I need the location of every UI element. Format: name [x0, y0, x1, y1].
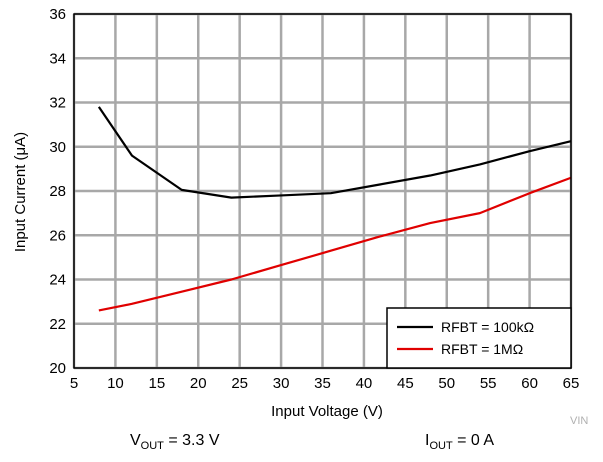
y-tick-label: 24: [49, 272, 66, 289]
x-tick-label: 35: [314, 375, 331, 392]
vout-value: = 3.3 V: [163, 432, 220, 449]
x-tick-label: 15: [148, 375, 165, 392]
y-tick-label: 28: [49, 183, 66, 200]
x-tick-label: 60: [521, 375, 538, 392]
input-current-chart: 5 10 15 20 25 30 35 40 45 50 55 60 65 20 22 24 26 28 30 32 3…: [12, 6, 595, 425]
watermark: VIN_: [570, 415, 595, 425]
vout-symbol: V: [130, 432, 141, 449]
iout-symbol: I: [425, 432, 430, 449]
y-axis-title: Input Current (μA): [12, 132, 29, 252]
legend-label-2: RFBT = 1MΩ: [441, 341, 523, 357]
x-tick-label: 5: [70, 375, 78, 392]
y-tick-label: 26: [49, 227, 66, 244]
y-tick-label: 36: [49, 6, 66, 23]
iout-condition: IOUT = 0 A: [425, 432, 494, 452]
vout-subscript: OUT: [140, 440, 164, 453]
vout-condition: VOUT = 3.3 V: [130, 432, 220, 452]
legend-box: [386, 307, 572, 369]
plot-frame: [73, 13, 572, 369]
y-tick-label: 30: [49, 139, 66, 156]
x-tick-label: 25: [231, 375, 248, 392]
x-tick-label: 65: [563, 375, 580, 392]
y-tick-label: 34: [49, 50, 66, 67]
iout-value: = 0 A: [452, 432, 495, 449]
legend: RFBT = 100kΩ RFBT = 1MΩ: [386, 307, 572, 369]
y-tick-label: 20: [49, 360, 66, 377]
series-line-1: [97, 106, 572, 199]
tick-labels: 5 10 15 20 25 30 35 40 45 50 55 60 65 20 22 24 26 28 30 32 3…: [49, 6, 579, 392]
iout-subscript: OUT: [429, 440, 453, 453]
x-tick-label: 50: [438, 375, 455, 392]
x-tick-label: 45: [397, 375, 414, 392]
legend-label-1: RFBT = 100kΩ: [441, 319, 534, 335]
series-lines: [97, 106, 572, 312]
x-tick-label: 10: [107, 375, 124, 392]
x-tick-label: 30: [273, 375, 290, 392]
y-tick-label: 32: [49, 95, 66, 112]
x-tick-label: 55: [480, 375, 497, 392]
x-tick-label: 20: [190, 375, 207, 392]
x-tick-label: 40: [356, 375, 373, 392]
series-line-2: [98, 176, 572, 312]
y-tick-label: 22: [49, 316, 66, 333]
x-axis-title: Input Voltage (V): [271, 403, 383, 420]
